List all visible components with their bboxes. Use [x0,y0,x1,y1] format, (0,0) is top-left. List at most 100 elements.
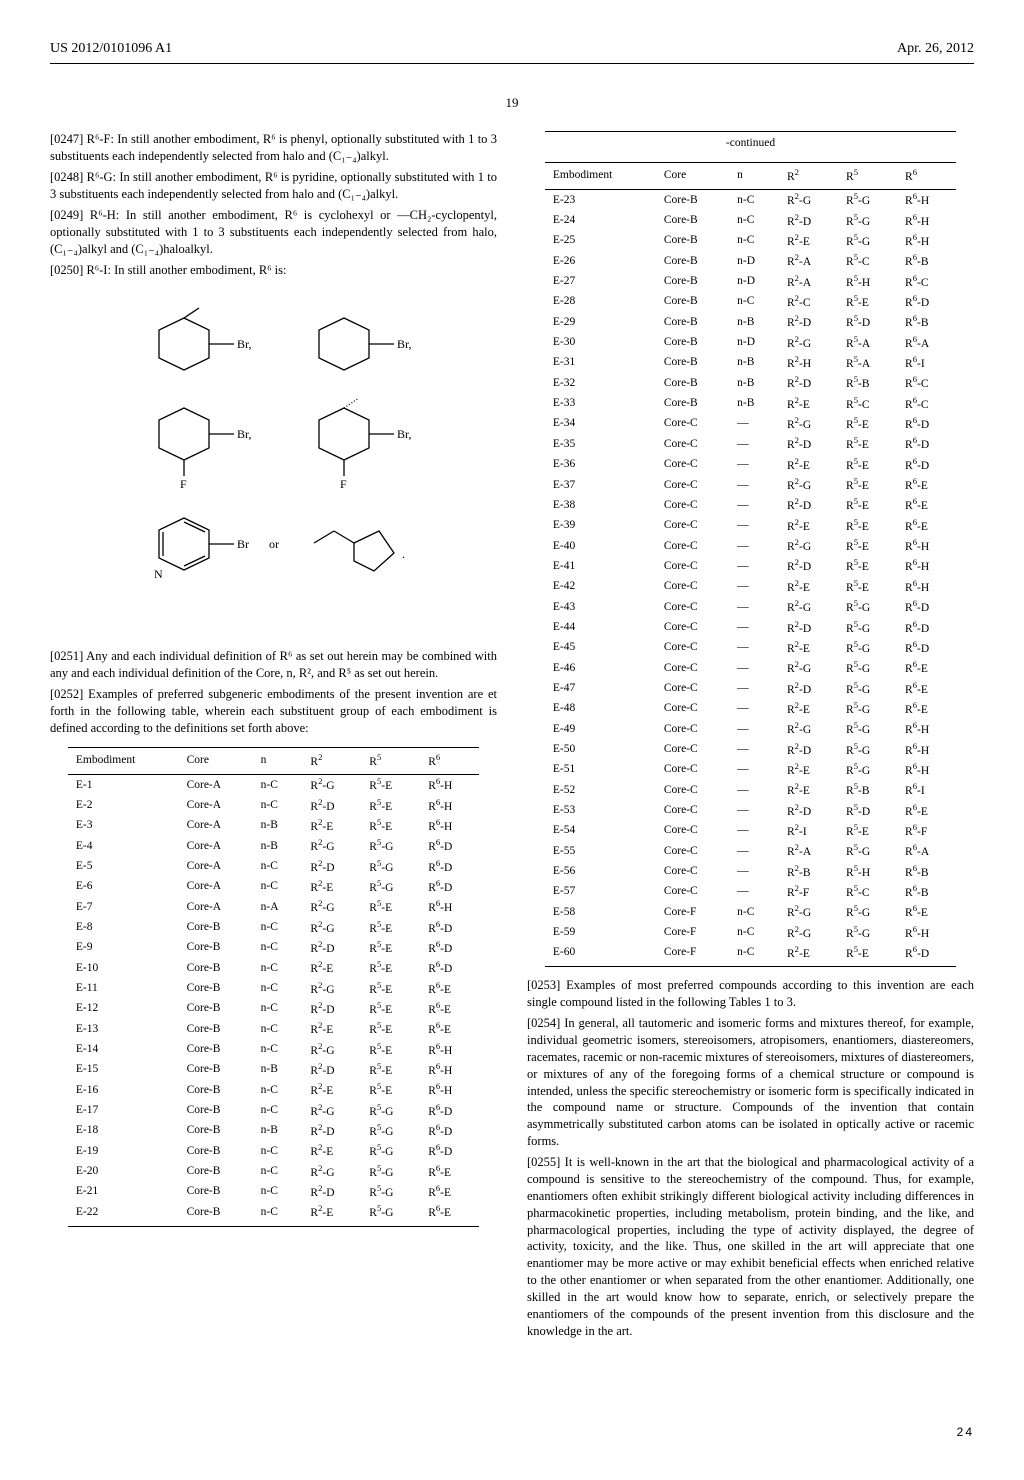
table-cell: R2-G [779,536,838,556]
table-cell: n-B [253,1121,303,1141]
table-cell: R5-E [838,414,897,434]
table-cell: Core-B [656,353,729,373]
table-cell: Core-A [179,877,253,897]
table-cell: n-B [253,836,303,856]
table-cell: Core-B [179,1162,253,1182]
table-cell: E-11 [68,979,179,999]
table-cell: Core-B [656,312,729,332]
table-cell: R2-D [779,801,838,821]
table-cell: Core-B [179,1121,253,1141]
table-cell: R2-I [779,821,838,841]
table-cell: E-32 [545,373,656,393]
table-cell: R6-D [897,943,956,967]
table-cell: — [729,597,779,617]
table-cell: Core-C [656,414,729,434]
continued-label: -continued [545,131,956,152]
table-cell: R5-G [838,923,897,943]
table-cell: E-20 [68,1162,179,1182]
table-cell: R6-B [897,862,956,882]
table-cell: E-37 [545,475,656,495]
table-cell: E-48 [545,699,656,719]
table-cell: R5-E [361,796,420,816]
table-cell: R6-E [897,699,956,719]
table-row: E-60Core-Fn-CR2-ER5-ER6-D [545,943,956,967]
table-cell: E-45 [545,638,656,658]
table-cell: R6-E [420,999,479,1019]
table-cell: E-56 [545,862,656,882]
table-cell: — [729,434,779,454]
para-0254: [0254] In general, all tautomeric and is… [527,1015,974,1150]
table-cell: R2-E [302,958,361,978]
table-cell: R2-D [779,740,838,760]
table-cell: E-53 [545,801,656,821]
table-cell: Core-C [656,556,729,576]
table-cell: R6-E [897,658,956,678]
table-row: E-50Core-C—R2-DR5-GR6-H [545,740,956,760]
table-cell: — [729,577,779,597]
table-cell: E-23 [545,190,656,211]
table-cell: R5-E [361,1040,420,1060]
table-cell: E-21 [68,1182,179,1202]
table-row: E-25Core-Bn-CR2-ER5-GR6-H [545,231,956,251]
table-cell: R2-D [779,679,838,699]
table-cell: R5-E [838,475,897,495]
table-cell: R2-E [779,638,838,658]
table-cell: R2-D [302,796,361,816]
table-cell: R5-E [361,999,420,1019]
table-row: E-28Core-Bn-CR2-CR5-ER6-D [545,292,956,312]
table-row: E-59Core-Fn-CR2-GR5-GR6-H [545,923,956,943]
table-cell: E-24 [545,211,656,231]
table-cell: Core-B [656,373,729,393]
table-header: n [253,747,303,774]
table-cell: E-4 [68,836,179,856]
table-cell: R2-E [779,455,838,475]
table-row: E-7Core-An-AR2-GR5-ER6-H [68,897,479,917]
table-cell: — [729,638,779,658]
table-header: Core [656,162,729,189]
table-cell: R5-G [838,190,897,211]
table-cell: R2-G [779,923,838,943]
table-header: R5 [838,162,897,189]
table-cell: E-30 [545,333,656,353]
table-cell: Core-A [179,857,253,877]
table-cell: R2-D [779,373,838,393]
table-cell: R5-E [361,1060,420,1080]
table-header: R6 [420,747,479,774]
table-cell: n-C [253,1202,303,1226]
table-cell: E-46 [545,658,656,678]
table-cell: R6-H [897,190,956,211]
table-cell: E-28 [545,292,656,312]
para-0253: [0253] Examples of most preferred compou… [527,977,974,1011]
table-row: E-38Core-C—R2-DR5-ER6-E [545,495,956,515]
table-cell: R6-H [897,536,956,556]
table-cell: R2-C [779,292,838,312]
table-cell: Core-B [179,1080,253,1100]
table-cell: R2-G [302,775,361,796]
table-row: E-49Core-C—R2-GR5-GR6-H [545,719,956,739]
table-cell: R2-D [779,556,838,576]
table-row: E-3Core-An-BR2-ER5-ER6-H [68,816,479,836]
table-cell: n-B [253,1060,303,1080]
table-cell: R5-D [838,312,897,332]
table-cell: Core-B [179,918,253,938]
table-cell: n-C [253,857,303,877]
table-cell: R5-D [838,801,897,821]
table-cell: R5-G [361,877,420,897]
table-row: E-22Core-Bn-CR2-ER5-GR6-E [68,1202,479,1226]
table-cell: R6-D [897,618,956,638]
table-cell: Core-F [656,923,729,943]
table-cell: R5-E [838,577,897,597]
table-cell: n-C [253,999,303,1019]
table-cell: R2-D [779,434,838,454]
table-cell: R2-D [302,1060,361,1080]
table-cell: Core-A [179,816,253,836]
table-cell: R6-D [897,455,956,475]
table-cell: E-10 [68,958,179,978]
table-cell: R5-E [838,434,897,454]
table-cell: R6-H [897,760,956,780]
table-cell: R5-B [838,373,897,393]
table-cell: R5-C [838,882,897,902]
table-cell: Core-C [656,455,729,475]
table-cell: R5-E [838,821,897,841]
table-cell: R6-H [420,775,479,796]
